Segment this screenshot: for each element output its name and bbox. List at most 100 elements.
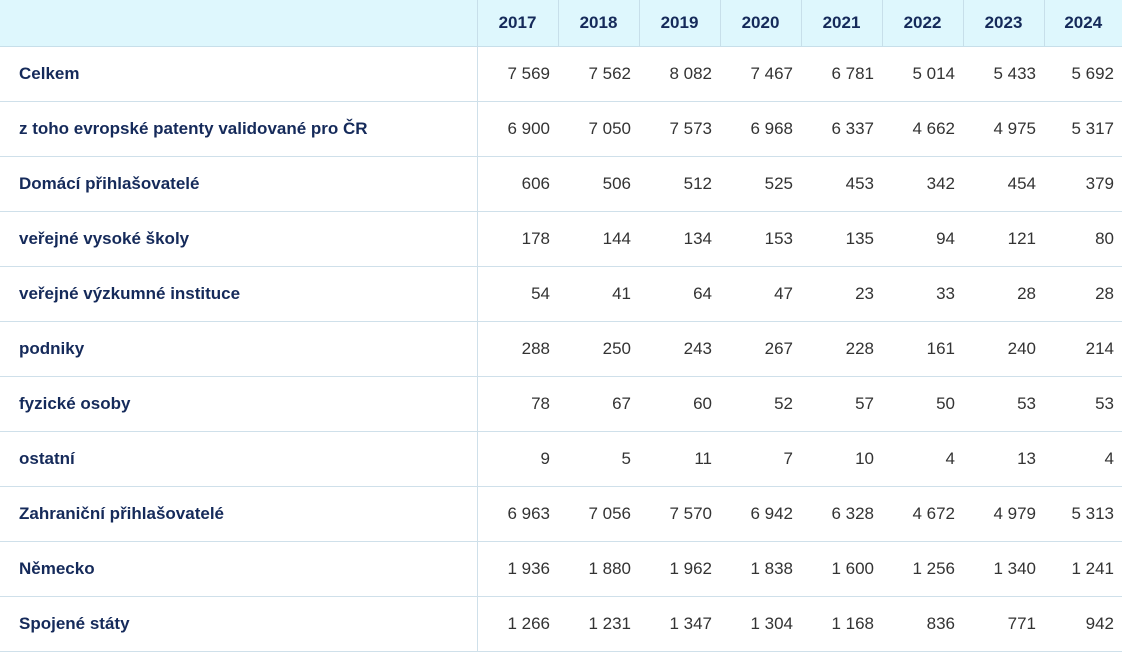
value-cell-2022: 50 bbox=[882, 376, 963, 432]
value-cell-2020: 7 467 bbox=[720, 46, 801, 102]
row-label: Spojené státy bbox=[0, 596, 478, 652]
value-cell-2020: 47 bbox=[720, 266, 801, 322]
value-cell-2024: 28 bbox=[1044, 266, 1122, 322]
value-cell-2017: 178 bbox=[477, 211, 558, 267]
row-label: ostatní bbox=[0, 431, 478, 487]
value-cell-2024: 5 317 bbox=[1044, 101, 1122, 157]
value-cell-2022: 161 bbox=[882, 321, 963, 377]
value-cell-2020: 1 304 bbox=[720, 596, 801, 652]
value-cell-2021: 135 bbox=[801, 211, 882, 267]
row-label: podniky bbox=[0, 321, 478, 377]
header-row: 2017 2018 2019 2020 2021 2022 2023 2024 bbox=[0, 0, 1122, 47]
column-header-2019: 2019 bbox=[638, 0, 720, 47]
value-cell-2018: 7 562 bbox=[558, 46, 639, 102]
value-cell-2021: 6 781 bbox=[801, 46, 882, 102]
value-cell-2018: 67 bbox=[558, 376, 639, 432]
value-cell-2023: 53 bbox=[963, 376, 1044, 432]
column-header-2021: 2021 bbox=[800, 0, 882, 47]
value-cell-2022: 4 bbox=[882, 431, 963, 487]
value-cell-2024: 379 bbox=[1044, 156, 1122, 212]
row-label: Zahraniční přihlašovatelé bbox=[0, 486, 478, 542]
value-cell-2019: 134 bbox=[639, 211, 720, 267]
table-row: fyzické osoby 78 67 60 52 57 50 53 53 bbox=[0, 376, 1122, 432]
value-cell-2017: 1 936 bbox=[477, 541, 558, 597]
value-cell-2018: 250 bbox=[558, 321, 639, 377]
value-cell-2019: 11 bbox=[639, 431, 720, 487]
column-header-2020: 2020 bbox=[719, 0, 801, 47]
row-label: Německo bbox=[0, 541, 478, 597]
row-label: veřejné vysoké školy bbox=[0, 211, 478, 267]
value-cell-2023: 4 979 bbox=[963, 486, 1044, 542]
value-cell-2022: 4 662 bbox=[882, 101, 963, 157]
value-cell-2019: 7 573 bbox=[639, 101, 720, 157]
value-cell-2019: 60 bbox=[639, 376, 720, 432]
table-row: z toho evropské patenty validované pro Č… bbox=[0, 101, 1122, 157]
value-cell-2024: 214 bbox=[1044, 321, 1122, 377]
value-cell-2020: 525 bbox=[720, 156, 801, 212]
value-cell-2018: 7 050 bbox=[558, 101, 639, 157]
value-cell-2018: 506 bbox=[558, 156, 639, 212]
table-row: Celkem 7 569 7 562 8 082 7 467 6 781 5 014 5 43… bbox=[0, 46, 1122, 102]
value-cell-2021: 1 168 bbox=[801, 596, 882, 652]
table-row: veřejné vysoké školy 178 144 134 153 135 94 121… bbox=[0, 211, 1122, 267]
value-cell-2023: 28 bbox=[963, 266, 1044, 322]
value-cell-2023: 454 bbox=[963, 156, 1044, 212]
value-cell-2017: 6 900 bbox=[477, 101, 558, 157]
value-cell-2021: 6 337 bbox=[801, 101, 882, 157]
value-cell-2021: 10 bbox=[801, 431, 882, 487]
value-cell-2020: 6 968 bbox=[720, 101, 801, 157]
value-cell-2022: 342 bbox=[882, 156, 963, 212]
value-cell-2024: 80 bbox=[1044, 211, 1122, 267]
value-cell-2022: 33 bbox=[882, 266, 963, 322]
table-row: Německo 1 936 1 880 1 962 1 838 1 600 1 256 1 3… bbox=[0, 541, 1122, 597]
table-body: Celkem 7 569 7 562 8 082 7 467 6 781 5 014 5 43… bbox=[0, 46, 1122, 652]
value-cell-2022: 1 256 bbox=[882, 541, 963, 597]
value-cell-2024: 53 bbox=[1044, 376, 1122, 432]
column-header-2017: 2017 bbox=[476, 0, 558, 47]
value-cell-2021: 23 bbox=[801, 266, 882, 322]
value-cell-2024: 5 313 bbox=[1044, 486, 1122, 542]
column-header-2023: 2023 bbox=[962, 0, 1044, 47]
column-header-2022: 2022 bbox=[881, 0, 963, 47]
value-cell-2017: 54 bbox=[477, 266, 558, 322]
value-cell-2021: 228 bbox=[801, 321, 882, 377]
header-corner-cell bbox=[0, 0, 477, 47]
row-label: Celkem bbox=[0, 46, 478, 102]
value-cell-2017: 9 bbox=[477, 431, 558, 487]
value-cell-2021: 453 bbox=[801, 156, 882, 212]
value-cell-2023: 1 340 bbox=[963, 541, 1044, 597]
value-cell-2017: 78 bbox=[477, 376, 558, 432]
value-cell-2023: 771 bbox=[963, 596, 1044, 652]
value-cell-2019: 243 bbox=[639, 321, 720, 377]
value-cell-2024: 5 692 bbox=[1044, 46, 1122, 102]
value-cell-2018: 41 bbox=[558, 266, 639, 322]
value-cell-2020: 52 bbox=[720, 376, 801, 432]
value-cell-2017: 606 bbox=[477, 156, 558, 212]
value-cell-2017: 1 266 bbox=[477, 596, 558, 652]
table-row: Spojené státy 1 266 1 231 1 347 1 304 1 168 83… bbox=[0, 596, 1122, 652]
value-cell-2020: 267 bbox=[720, 321, 801, 377]
value-cell-2022: 5 014 bbox=[882, 46, 963, 102]
value-cell-2023: 4 975 bbox=[963, 101, 1044, 157]
value-cell-2024: 942 bbox=[1044, 596, 1122, 652]
value-cell-2019: 7 570 bbox=[639, 486, 720, 542]
table-row: podniky 288 250 243 267 228 161 240 214 bbox=[0, 321, 1122, 377]
column-header-2018: 2018 bbox=[557, 0, 639, 47]
value-cell-2022: 836 bbox=[882, 596, 963, 652]
value-cell-2023: 240 bbox=[963, 321, 1044, 377]
value-cell-2022: 94 bbox=[882, 211, 963, 267]
value-cell-2020: 1 838 bbox=[720, 541, 801, 597]
value-cell-2019: 512 bbox=[639, 156, 720, 212]
value-cell-2024: 1 241 bbox=[1044, 541, 1122, 597]
value-cell-2019: 1 347 bbox=[639, 596, 720, 652]
table-row: Domácí přihlašovatelé 606 506 512 525 453 342 4… bbox=[0, 156, 1122, 212]
value-cell-2020: 153 bbox=[720, 211, 801, 267]
value-cell-2021: 6 328 bbox=[801, 486, 882, 542]
table-row: ostatní 9 5 11 7 10 4 13 4 bbox=[0, 431, 1122, 487]
value-cell-2019: 1 962 bbox=[639, 541, 720, 597]
value-cell-2023: 121 bbox=[963, 211, 1044, 267]
value-cell-2018: 5 bbox=[558, 431, 639, 487]
value-cell-2020: 7 bbox=[720, 431, 801, 487]
table-row: Zahraniční přihlašovatelé 6 963 7 056 7 570… bbox=[0, 486, 1122, 542]
